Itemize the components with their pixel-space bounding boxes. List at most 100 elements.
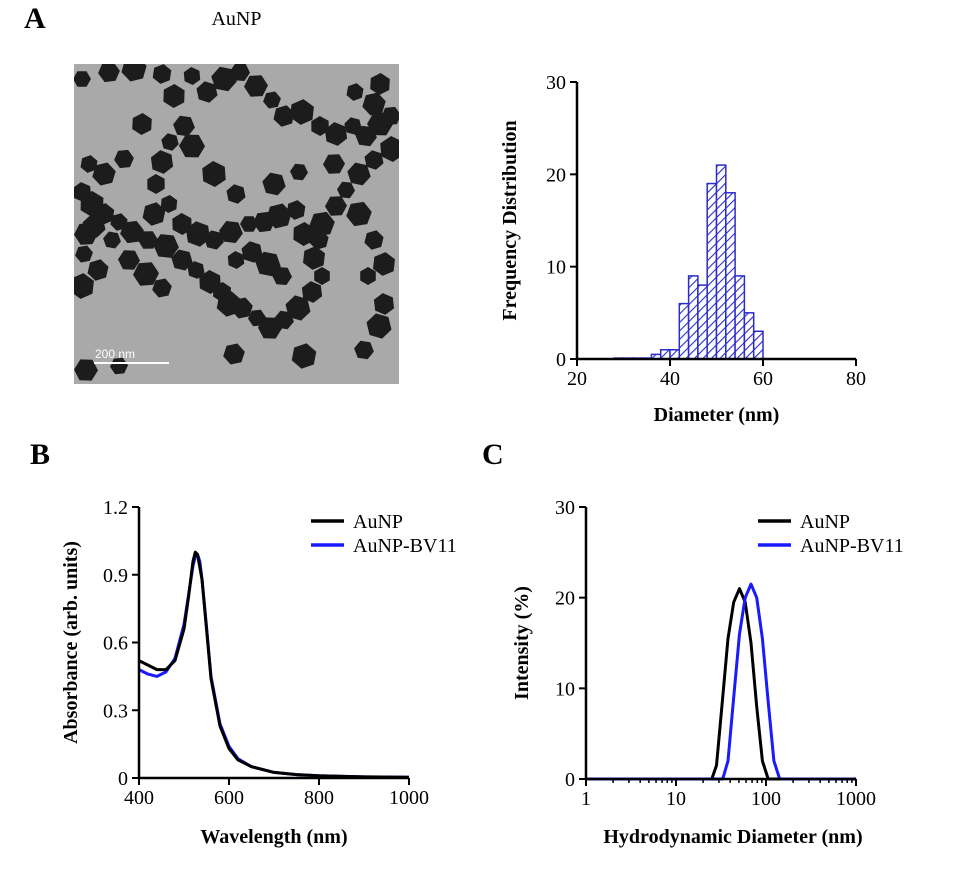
y-axis-title: Intensity (%) bbox=[511, 586, 533, 700]
nanoparticle bbox=[133, 262, 159, 286]
nanoparticle bbox=[241, 241, 263, 263]
nanoparticle bbox=[373, 252, 395, 276]
x-axis-title: Diameter (nm) bbox=[654, 404, 780, 426]
nanoparticle bbox=[150, 150, 174, 174]
histogram-bar bbox=[697, 284, 708, 360]
nanoparticle bbox=[293, 222, 315, 246]
nanoparticle bbox=[160, 195, 178, 213]
nanoparticle bbox=[223, 343, 245, 365]
nanoparticle bbox=[227, 251, 245, 269]
histogram-bar bbox=[659, 349, 671, 360]
nanoparticle bbox=[354, 340, 374, 360]
y-tick-label: 0 bbox=[118, 768, 128, 790]
nanoparticle bbox=[219, 221, 243, 243]
nanoparticle bbox=[110, 357, 128, 375]
nanoparticle bbox=[202, 161, 226, 187]
nanoparticle bbox=[161, 133, 179, 151]
y-tick-label: 30 bbox=[555, 497, 575, 519]
panel-letter-a: A bbox=[24, 2, 46, 35]
nanoparticle bbox=[120, 220, 144, 244]
x-tick-label: 100 bbox=[751, 788, 781, 810]
histogram-bar bbox=[669, 349, 681, 360]
nanoparticle bbox=[74, 359, 98, 381]
nanoparticle bbox=[179, 134, 205, 158]
x-tick-label: 600 bbox=[214, 787, 244, 809]
nanoparticle bbox=[370, 73, 390, 95]
nanoparticle bbox=[362, 92, 386, 116]
nanoparticle bbox=[309, 211, 335, 237]
dls-chart: 1 10 100 1000 0 10 20 30 Hydrodynamic Diameter (… bbox=[511, 497, 904, 848]
nanoparticle bbox=[74, 223, 98, 245]
nanoparticle bbox=[344, 117, 362, 135]
series-line-aunp-bv11 bbox=[586, 582, 856, 781]
nanoparticle bbox=[98, 64, 120, 83]
y-tick-label: 30 bbox=[546, 72, 566, 94]
nanoparticle bbox=[323, 154, 345, 174]
nanoparticle bbox=[263, 91, 281, 109]
y-tick-label: 0.9 bbox=[103, 565, 128, 587]
histogram-bar bbox=[752, 330, 764, 360]
y-tick-label: 20 bbox=[555, 588, 575, 610]
nanoparticle bbox=[360, 267, 376, 285]
nanoparticle bbox=[346, 201, 372, 227]
nanoparticle bbox=[373, 293, 395, 315]
nanoparticle bbox=[240, 216, 258, 232]
histogram-bar bbox=[706, 182, 718, 360]
nanoparticle bbox=[301, 281, 323, 303]
nanoparticle bbox=[325, 196, 347, 216]
tem-micrograph: 200 nm bbox=[74, 64, 399, 384]
nanoparticle bbox=[80, 155, 98, 173]
legend-label: AuNP-BV11 bbox=[800, 535, 904, 557]
nanoparticle bbox=[324, 122, 348, 146]
nanoparticle bbox=[185, 221, 211, 247]
x-tick-label: 1000 bbox=[389, 787, 429, 809]
y-tick-label: 1.2 bbox=[103, 497, 128, 519]
y-tick-label: 0.6 bbox=[103, 633, 128, 655]
nanoparticle bbox=[255, 251, 281, 277]
nanoparticle bbox=[272, 267, 292, 285]
nanoparticle bbox=[87, 259, 109, 281]
x-tick-label: 400 bbox=[124, 787, 154, 809]
nanoparticle bbox=[285, 295, 311, 321]
nanoparticle bbox=[291, 343, 317, 369]
absorbance-chart: 400 600 800 1000 0 0.3 0.6 0.9 1.2 Wavelength (nm… bbox=[60, 497, 457, 848]
nanoparticle bbox=[74, 182, 92, 202]
series-line-aunp bbox=[586, 587, 856, 781]
y-tick-label: 10 bbox=[546, 257, 566, 279]
nanoparticle bbox=[153, 234, 179, 258]
nanoparticle bbox=[152, 64, 172, 84]
histogram-bar bbox=[678, 302, 690, 360]
nanoparticle bbox=[364, 230, 384, 250]
nanoparticle bbox=[183, 67, 201, 85]
nanoparticle bbox=[142, 202, 166, 226]
nanoparticle bbox=[152, 278, 172, 298]
x-tick-label: 10 bbox=[666, 788, 686, 810]
y-tick-label: 0.3 bbox=[103, 700, 128, 722]
histogram-chart: 20 40 60 80 0 10 20 30 Diameter (nm) Frequency Di… bbox=[499, 72, 866, 426]
nanoparticle bbox=[273, 105, 295, 127]
nanoparticle bbox=[314, 267, 330, 285]
y-tick-label: 10 bbox=[555, 678, 575, 700]
legend-label: AuNP bbox=[800, 511, 850, 533]
histogram-bar bbox=[734, 275, 746, 360]
series-line-aunp-bv11 bbox=[138, 552, 410, 779]
x-tick-label: 60 bbox=[753, 368, 773, 390]
panel-letter-c: C bbox=[482, 438, 504, 471]
nanoparticle bbox=[364, 150, 384, 170]
y-tick-label: 0 bbox=[565, 769, 575, 791]
scale-bar-label: 200 nm bbox=[95, 347, 135, 361]
nanoparticle bbox=[173, 115, 195, 137]
nanoparticle bbox=[114, 149, 134, 169]
x-axis-title: Wavelength (nm) bbox=[200, 826, 347, 848]
nanoparticle bbox=[118, 250, 140, 270]
nanoparticle bbox=[311, 116, 329, 136]
nanoparticle bbox=[337, 181, 355, 199]
tem-image-title: AuNP bbox=[211, 8, 262, 30]
nanoparticle bbox=[347, 162, 371, 186]
nanoparticle bbox=[92, 162, 116, 186]
nanoparticle bbox=[290, 99, 314, 125]
histogram-bar bbox=[687, 275, 699, 360]
legend-label: AuNP-BV11 bbox=[353, 535, 457, 557]
x-tick-label: 40 bbox=[660, 368, 680, 390]
